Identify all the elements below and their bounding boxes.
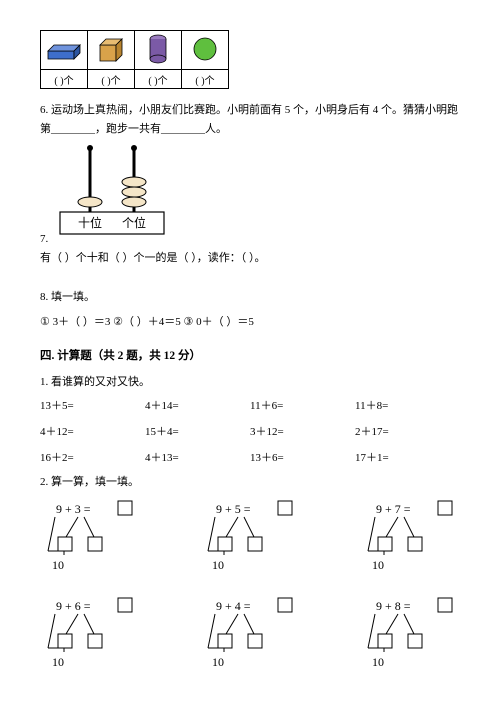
q6-text: 6. 运动场上真热闹，小朋友们比赛跑。小明前面有 5 个，小明身后有 4 个。猜… [40, 101, 460, 138]
shapes-table: ( )个 ( )个 ( )个 ( )个 [40, 30, 229, 89]
cylinder-icon [144, 32, 172, 66]
number-bond: 9 + 3 = 10 [40, 499, 160, 582]
svg-text:9 + 4 =: 9 + 4 = [216, 599, 251, 613]
svg-text:9 + 3 =: 9 + 3 = [56, 502, 91, 516]
calc-item: 13＋6= [250, 449, 355, 465]
cube-cell [88, 31, 135, 70]
calc-item: 2＋17= [355, 423, 460, 439]
cylinder-cell [135, 31, 182, 70]
svg-text:9 + 8 =: 9 + 8 = [376, 599, 411, 613]
tens-label: 十位 [78, 215, 102, 230]
section4-title: 四. 计算题（共 2 题，共 12 分） [40, 347, 460, 363]
shape-label: ( )个 [88, 70, 135, 89]
q7-prefix: 7. [40, 233, 48, 245]
sphere-cell [182, 31, 229, 70]
abacus-icon: 十位 个位 [52, 142, 172, 237]
shape-label: ( )个 [135, 70, 182, 89]
number-bonds: 9 + 3 = 10 9 + 5 = 10 9 + 7 = 10 9 + 6 = [40, 499, 460, 679]
svg-text:10: 10 [52, 655, 64, 669]
calc-item: 4＋14= [145, 397, 250, 413]
sphere-icon [190, 34, 220, 64]
calc-item: 11＋6= [250, 397, 355, 413]
svg-text:10: 10 [212, 655, 224, 669]
number-bond: 9 + 8 = 10 [360, 596, 480, 679]
calc-item: 11＋8= [355, 397, 460, 413]
calc-item: 15＋4= [145, 423, 250, 439]
calc-item: 3＋12= [250, 423, 355, 439]
svg-text:9 + 7 =: 9 + 7 = [376, 502, 411, 516]
calc-grid: 13＋5= 4＋14= 11＋6= 11＋8= 4＋12= 15＋4= 3＋12… [40, 397, 460, 465]
svg-text:10: 10 [212, 558, 224, 572]
cube-icon [94, 33, 128, 65]
calc-item: 13＋5= [40, 397, 145, 413]
number-bond: 9 + 4 = 10 [200, 596, 320, 679]
ones-label: 个位 [122, 215, 146, 230]
shape-label: ( )个 [41, 70, 88, 89]
q7-abacus: 7. 十位 个位 [40, 142, 460, 237]
calc-item: 16＋2= [40, 449, 145, 465]
shape-label: ( )个 [182, 70, 229, 89]
svg-text:10: 10 [372, 655, 384, 669]
cuboid-icon [44, 35, 84, 63]
calc-item: 4＋13= [145, 449, 250, 465]
number-bond: 9 + 7 = 10 [360, 499, 480, 582]
section4-sub2: 2. 算一算，填一填。 [40, 473, 460, 489]
cuboid-cell [41, 31, 88, 70]
number-bond: 9 + 6 = 10 [40, 596, 160, 679]
svg-text:9 + 5 =: 9 + 5 = [216, 502, 251, 516]
svg-text:9 + 6 =: 9 + 6 = [56, 599, 91, 613]
q8-items: ① 3＋（ ）＝3 ②（ ）＋4＝5 ③ 0＋（ ）＝5 [40, 313, 460, 332]
svg-text:10: 10 [372, 558, 384, 572]
svg-text:10: 10 [52, 558, 64, 572]
q8-title: 8. 填一填。 [40, 288, 460, 307]
section4-sub1: 1. 看谁算的又对又快。 [40, 373, 460, 389]
number-bond: 9 + 5 = 10 [200, 499, 320, 582]
calc-item: 4＋12= [40, 423, 145, 439]
calc-item: 17＋1= [355, 449, 460, 465]
q7-line: 有（ ）个十和（ ）个一的是（ ），读作：（ ）。 [40, 249, 460, 268]
